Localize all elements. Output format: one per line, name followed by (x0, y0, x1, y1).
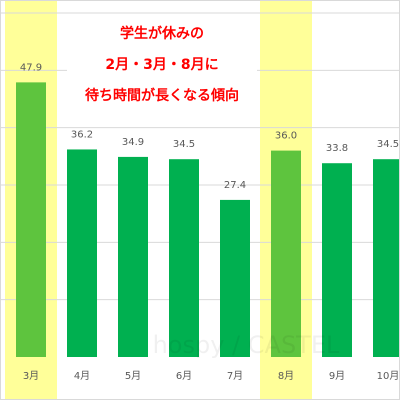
bar-10 (373, 159, 399, 357)
value-label-8: 36.0 (275, 131, 297, 142)
bar-8 (271, 150, 301, 357)
bar-3 (16, 82, 46, 357)
bar-4 (67, 149, 97, 357)
x-tick-label-8: 8月 (278, 370, 294, 382)
x-tick-label-7: 7月 (227, 370, 243, 382)
annotation-line-3: 待ち時間が長くなる傾向 (85, 88, 239, 104)
bar-9 (322, 163, 352, 357)
x-tick-label-5: 5月 (125, 370, 141, 382)
value-label-4: 36.2 (71, 129, 93, 140)
x-tick-label-4: 4月 (74, 370, 90, 382)
value-label-6: 34.5 (173, 139, 195, 150)
x-tick-label-6: 6月 (176, 370, 192, 382)
bar-7 (220, 199, 250, 357)
value-label-7: 27.4 (224, 180, 246, 191)
watermark-text: hospy / CASTEL (153, 331, 340, 359)
bar-5 (118, 156, 148, 357)
value-label-10: 34.5 (377, 139, 399, 150)
annotation-line-1: 学生が休みの (120, 26, 204, 42)
annotation-callout: 学生が休みの 2月・3月・8月に 待ち時間が長くなる傾向 (67, 19, 257, 112)
bar-6 (169, 159, 199, 357)
x-tick-label-10: 10月 (377, 370, 400, 382)
x-tick-label-9: 9月 (329, 370, 345, 382)
value-label-5: 34.9 (122, 137, 144, 148)
value-label-9: 33.8 (326, 143, 348, 154)
annotation-line-2: 2月・3月・8月に (105, 57, 219, 73)
value-label-3: 47.9 (20, 62, 42, 73)
x-tick-label-3: 3月 (23, 370, 39, 382)
